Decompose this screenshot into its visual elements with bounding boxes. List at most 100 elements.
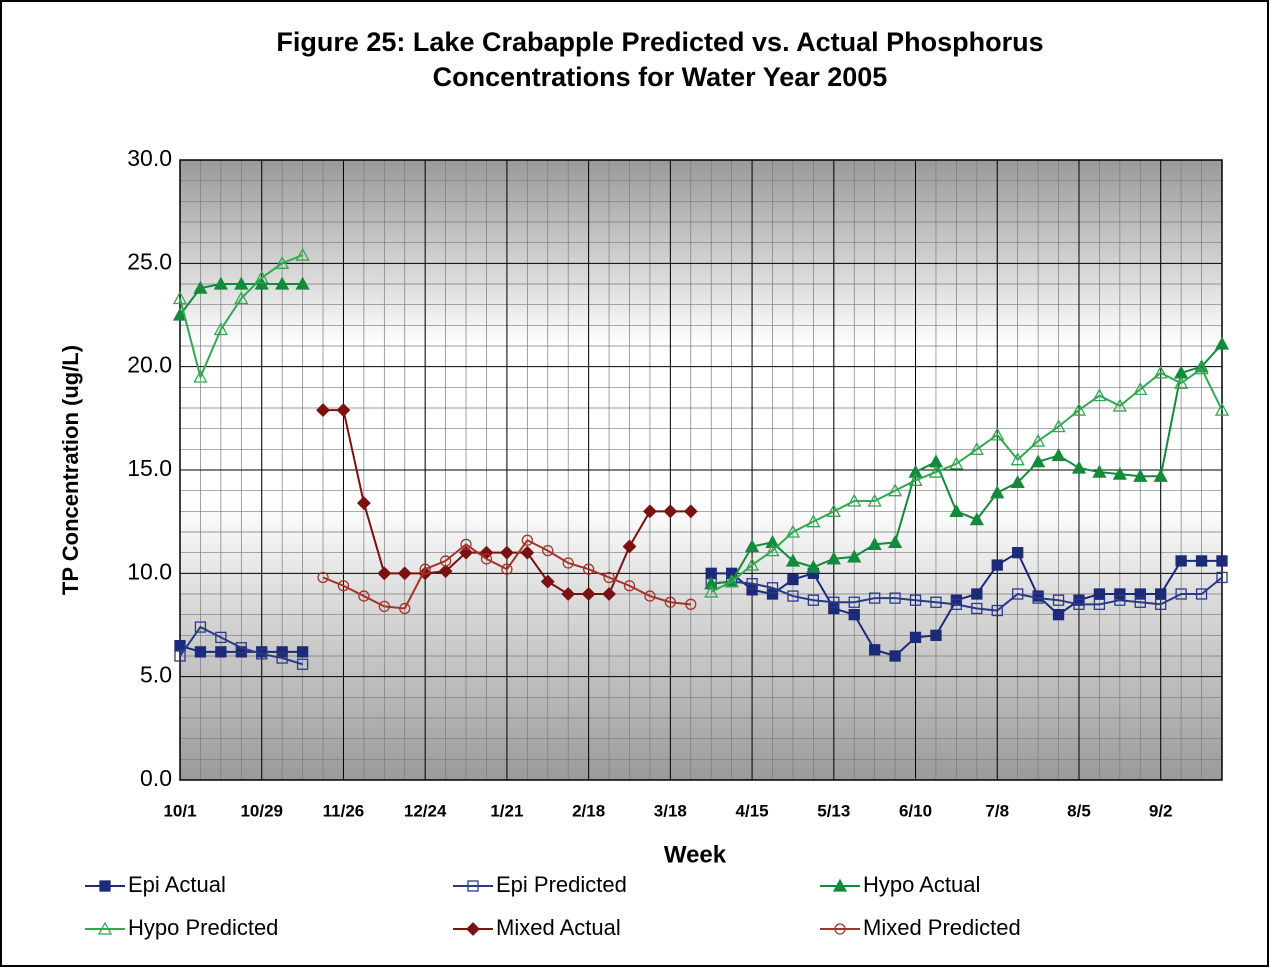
marker	[295, 247, 310, 261]
marker	[213, 276, 228, 290]
marker	[562, 557, 574, 569]
marker	[213, 322, 228, 336]
chart-title: Figure 25: Lake Crabapple Predicted vs. …	[276, 27, 1043, 57]
series-line	[179, 254, 1223, 593]
marker	[908, 464, 923, 478]
marker	[1093, 588, 1106, 600]
marker	[949, 503, 964, 517]
marker	[990, 427, 1005, 441]
series-line	[322, 538, 691, 610]
marker	[930, 596, 942, 608]
marker	[1134, 588, 1146, 600]
marker	[377, 566, 392, 581]
marker	[1052, 609, 1065, 621]
marker	[1031, 433, 1046, 447]
marker	[603, 571, 615, 584]
marker	[582, 563, 595, 575]
marker	[317, 571, 329, 584]
marker	[438, 564, 453, 579]
marker	[1216, 571, 1228, 584]
marker	[1114, 594, 1126, 606]
marker	[1175, 555, 1187, 567]
marker	[787, 573, 799, 586]
marker	[215, 631, 227, 644]
marker	[847, 493, 862, 507]
legend-marker	[99, 880, 111, 892]
marker	[1214, 402, 1230, 416]
marker	[826, 551, 841, 565]
marker	[1216, 555, 1228, 567]
marker	[296, 646, 309, 658]
marker	[501, 563, 513, 575]
marker	[1153, 468, 1168, 482]
marker	[949, 456, 964, 470]
marker	[746, 584, 758, 596]
marker	[1112, 466, 1127, 480]
marker	[644, 590, 656, 602]
marker	[1092, 388, 1107, 402]
x-tick-label: 6/10	[899, 801, 932, 820]
x-tick-label: 9/2	[1149, 801, 1173, 820]
marker	[542, 544, 554, 557]
legend-label: Hypo Actual	[863, 872, 980, 897]
marker	[419, 563, 431, 575]
marker	[744, 539, 760, 553]
marker	[991, 604, 1003, 617]
marker	[1012, 588, 1024, 600]
y-tick-label: 0.0	[140, 765, 172, 791]
marker	[540, 574, 555, 589]
marker	[254, 276, 269, 290]
x-tick-label: 10/1	[163, 801, 196, 820]
marker	[867, 537, 882, 551]
y-tick-label: 20.0	[127, 352, 172, 378]
y-tick-label: 25.0	[127, 248, 172, 274]
marker	[889, 650, 901, 662]
marker	[950, 598, 963, 610]
x-tick-label: 7/8	[985, 801, 1009, 820]
marker	[1112, 398, 1127, 412]
x-tick-label: 4/15	[736, 801, 769, 820]
marker	[1071, 402, 1087, 416]
legend-marker	[834, 923, 846, 935]
marker	[275, 276, 290, 290]
marker	[602, 587, 616, 601]
marker	[336, 403, 351, 417]
marker	[1051, 448, 1066, 462]
marker	[1073, 598, 1085, 610]
marker	[480, 553, 493, 565]
x-tick-label: 5/13	[817, 801, 850, 820]
marker	[704, 576, 719, 590]
marker	[908, 472, 923, 486]
marker	[909, 631, 922, 644]
marker	[1195, 555, 1208, 567]
marker	[807, 594, 820, 606]
marker	[234, 276, 249, 290]
marker	[1092, 464, 1107, 478]
marker	[1093, 598, 1106, 610]
marker	[337, 580, 350, 592]
marker	[623, 580, 636, 592]
marker	[520, 545, 535, 560]
marker	[174, 640, 186, 652]
marker	[1153, 365, 1168, 379]
marker	[1051, 419, 1066, 433]
marker	[234, 291, 249, 305]
marker	[1155, 588, 1167, 600]
marker	[766, 588, 779, 600]
marker	[848, 596, 860, 608]
marker	[1134, 596, 1146, 608]
marker	[664, 596, 677, 608]
marker	[1114, 588, 1126, 600]
marker	[888, 534, 903, 548]
marker	[704, 584, 719, 598]
marker	[1133, 382, 1148, 396]
marker	[787, 590, 799, 602]
marker	[869, 644, 881, 656]
y-tick-label: 30.0	[127, 145, 172, 171]
marker	[460, 538, 472, 551]
marker	[254, 270, 269, 284]
x-tick-label: 12/24	[404, 801, 447, 820]
marker	[276, 646, 288, 658]
marker	[969, 512, 984, 526]
marker	[826, 503, 841, 517]
